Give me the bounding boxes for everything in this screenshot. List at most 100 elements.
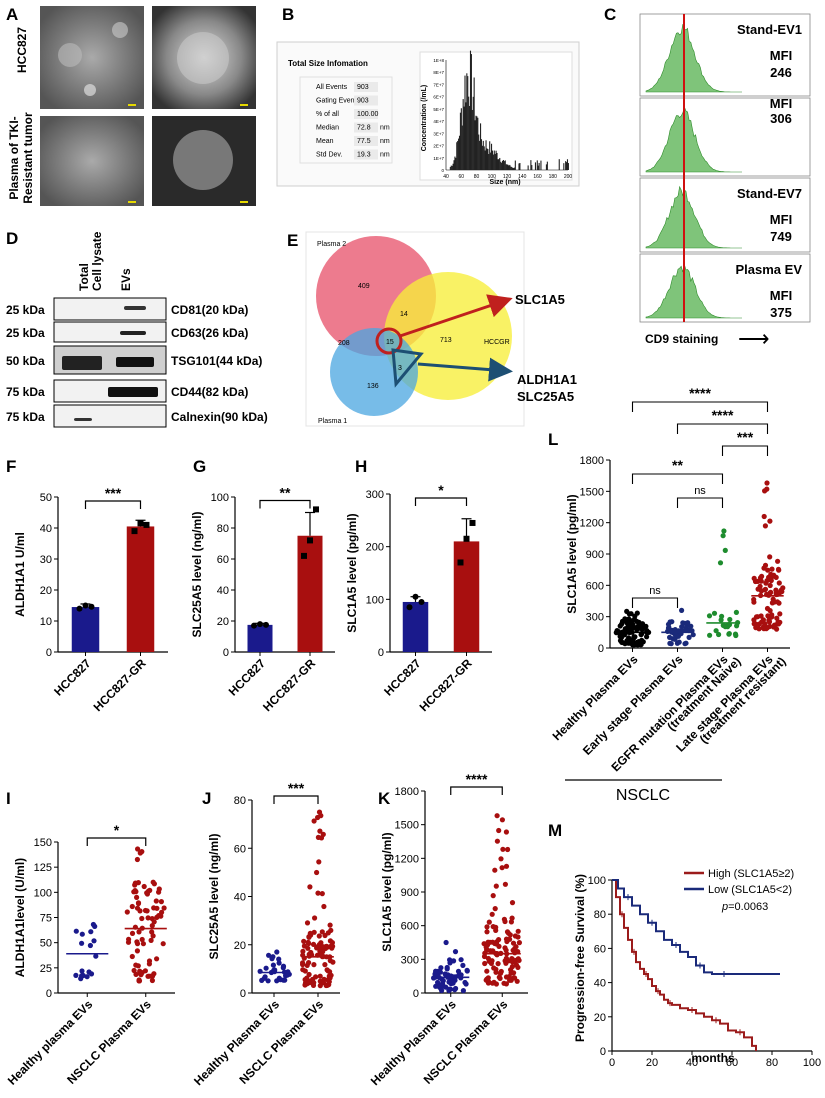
data-point [725,624,731,630]
y-tick-label: 80 [594,909,606,921]
data-point [301,943,307,949]
panel-letter: L [548,430,558,449]
hist-y-tick: 1E+7 [433,156,444,161]
data-point [719,613,725,619]
data-point [129,953,135,960]
data-point [769,612,775,618]
data-point [514,978,520,984]
data-point [276,956,282,962]
y-axis-label: ALDH1A1 U/ml [13,532,27,617]
data-point [301,552,307,559]
panel-letter: J [202,789,211,808]
data-point [638,632,644,638]
data-point [775,558,781,564]
y-tick-label: 0 [378,647,384,659]
data-point [142,907,149,914]
data-point [497,975,503,982]
panel-letter-b: B [282,5,294,24]
data-point [639,621,646,627]
significance-label: **** [466,771,488,787]
data-point [84,974,90,980]
data-point [307,884,313,890]
x-tick-label: HCC827 [226,656,269,699]
scale-bar [128,201,136,203]
hist-bar [490,152,492,170]
blot-strip [53,321,167,343]
hist-bar [558,159,560,170]
y-tick-label: 1200 [395,853,419,865]
y-tick-label: 1800 [395,786,419,798]
table-row-unit: nm [380,152,390,159]
data-point [161,905,167,911]
hist-bar [485,140,487,170]
blot-band [116,357,154,367]
data-point [129,930,136,937]
data-point [135,963,141,969]
chart-m: M Progression-free Survival (%) months H… [548,821,821,1069]
significance-label: *** [737,429,754,445]
hist-bar [538,162,540,170]
table-row-unit: nm [380,138,390,145]
table-title: Total Size Infomation [288,59,368,68]
y-tick-label: 0 [223,647,229,659]
hist-bar [469,50,472,171]
data-point [617,623,623,629]
hist-bar [566,162,568,170]
hist-bar [471,109,473,170]
hist-bar [507,164,509,170]
data-point [137,850,143,856]
data-point [484,924,490,930]
data-point [327,922,333,928]
data-point [500,846,506,852]
data-point [501,980,507,986]
data-point [764,480,770,486]
hist-y-tick: 5E+7 [433,107,444,112]
data-point [766,619,773,625]
hist-bar [475,115,477,170]
blot-strip [53,404,167,428]
hist-bar [492,154,494,170]
p-symbol: p [721,901,728,913]
data-point [492,867,498,873]
significance-bracket [84,500,142,509]
data-point [306,978,312,984]
bar [126,526,155,652]
y-tick-label: 100 [588,875,606,887]
hist-bar [457,140,459,170]
kda-marker: 25 kDa [6,326,45,340]
data-point [284,972,290,978]
data-point [469,519,476,526]
significance-bracket [721,445,769,456]
table-row-label: Std Dev. [316,152,342,159]
data-point [665,625,672,631]
data-point [515,934,521,940]
data-point [682,620,688,626]
data-point [758,613,764,619]
data-point [137,520,144,527]
table-value-cell [354,122,378,133]
significance-label: **** [689,385,711,401]
data-point [318,835,325,841]
hist-bar [531,165,533,170]
data-point [499,865,505,871]
data-point [672,636,678,642]
data-point [129,903,135,910]
kda-marker: 75 kDa [6,410,45,424]
y-axis-label: SLC1A5 level (pg/ml) [345,513,359,632]
data-point [317,973,323,979]
hist-bar [465,102,467,170]
data-point [448,979,455,985]
hist-bar [453,160,455,170]
data-point [767,554,773,560]
data-point [503,829,509,835]
significance-label: ** [672,457,683,473]
data-point [304,920,311,926]
hist-bar [480,139,483,170]
data-point [484,968,490,974]
data-point [134,948,140,954]
callout-slc1a5: SLC1A5 [515,292,565,307]
data-point [154,956,160,962]
x-tick-label: Healthy Plasma EVs [368,997,459,1088]
x-tick-label: 100 [803,1057,821,1069]
